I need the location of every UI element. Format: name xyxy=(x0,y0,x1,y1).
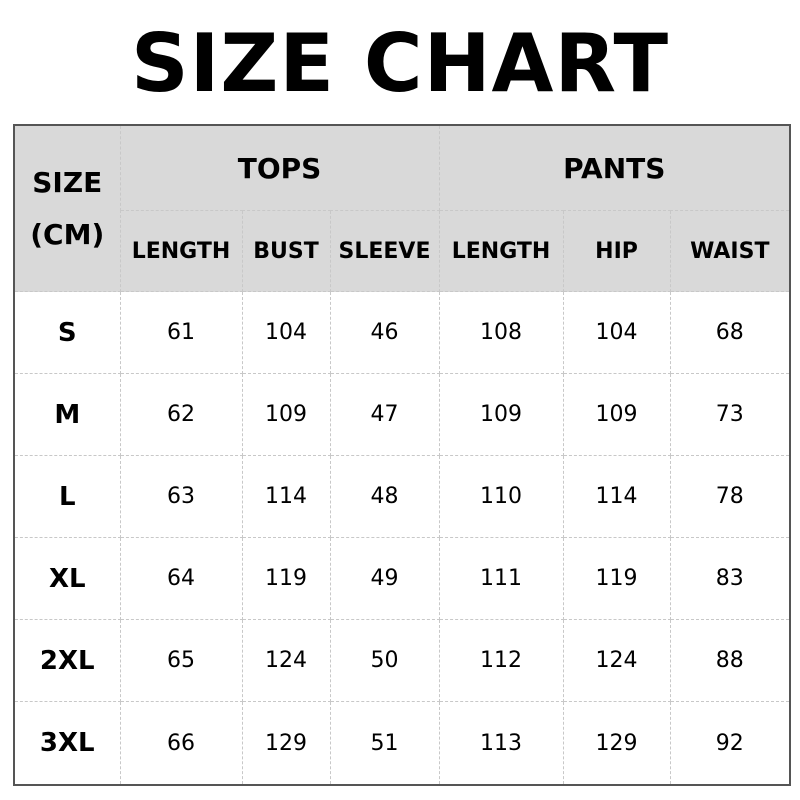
value-cell: 104 xyxy=(241,290,331,375)
table-row: S 61 104 46 108 104 68 xyxy=(13,290,791,375)
size-cell: S xyxy=(13,290,121,375)
value-cell: 92 xyxy=(669,701,791,786)
value-cell: 111 xyxy=(438,537,564,621)
value-cell: 119 xyxy=(562,537,671,621)
value-cell: 129 xyxy=(562,701,671,786)
value-cell: 83 xyxy=(669,537,791,621)
page-title: SIZE CHART xyxy=(130,17,670,110)
size-cell: M xyxy=(13,373,121,457)
value-cell: 64 xyxy=(119,537,243,621)
value-cell: 109 xyxy=(438,373,564,457)
value-cell: 68 xyxy=(669,290,791,375)
value-cell: 113 xyxy=(438,701,564,786)
size-cell: XL xyxy=(13,537,121,621)
value-cell: 109 xyxy=(241,373,331,457)
value-cell: 119 xyxy=(241,537,331,621)
value-cell: 51 xyxy=(329,701,440,786)
value-cell: 66 xyxy=(119,701,243,786)
table-row: XL 64 119 49 111 119 83 xyxy=(13,537,791,621)
value-cell: 129 xyxy=(241,701,331,786)
column-header: HIP xyxy=(562,210,671,292)
tops-header: TOPS xyxy=(119,124,440,211)
value-cell: 73 xyxy=(669,373,791,457)
size-label: SIZE xyxy=(32,165,103,199)
value-cell: 78 xyxy=(669,455,791,539)
value-cell: 104 xyxy=(562,290,671,375)
value-cell: 114 xyxy=(562,455,671,539)
size-cell: 3XL xyxy=(13,701,121,786)
column-header: LENGTH xyxy=(119,210,243,292)
value-cell: 112 xyxy=(438,619,564,703)
value-cell: 46 xyxy=(329,290,440,375)
table-row: L 63 114 48 110 114 78 xyxy=(13,455,791,539)
value-cell: 88 xyxy=(669,619,791,703)
column-header: WAIST xyxy=(669,210,791,292)
column-header: BUST xyxy=(241,210,331,292)
column-header: SLEEVE xyxy=(329,210,440,292)
table-row: 3XL 66 129 51 113 129 92 xyxy=(13,701,791,786)
value-cell: 124 xyxy=(562,619,671,703)
value-cell: 62 xyxy=(119,373,243,457)
value-cell: 50 xyxy=(329,619,440,703)
size-header: SIZE (CM) xyxy=(13,124,121,292)
size-cell: 2XL xyxy=(13,619,121,703)
value-cell: 61 xyxy=(119,290,243,375)
size-cell: L xyxy=(13,455,121,539)
size-chart-table: SIZE (CM) TOPS PANTS LENGTH BUST SLEEVE LENG… xyxy=(13,124,792,786)
value-cell: 49 xyxy=(329,537,440,621)
unit-label: (CM) xyxy=(30,217,105,251)
column-header: LENGTH xyxy=(438,210,564,292)
value-cell: 124 xyxy=(241,619,331,703)
value-cell: 110 xyxy=(438,455,564,539)
value-cell: 108 xyxy=(438,290,564,375)
value-cell: 63 xyxy=(119,455,243,539)
value-cell: 47 xyxy=(329,373,440,457)
table-row: 2XL 65 124 50 112 124 88 xyxy=(13,619,791,703)
value-cell: 65 xyxy=(119,619,243,703)
value-cell: 109 xyxy=(562,373,671,457)
value-cell: 114 xyxy=(241,455,331,539)
value-cell: 48 xyxy=(329,455,440,539)
table-row: M 62 109 47 109 109 73 xyxy=(13,373,791,457)
pants-header: PANTS xyxy=(438,124,791,211)
